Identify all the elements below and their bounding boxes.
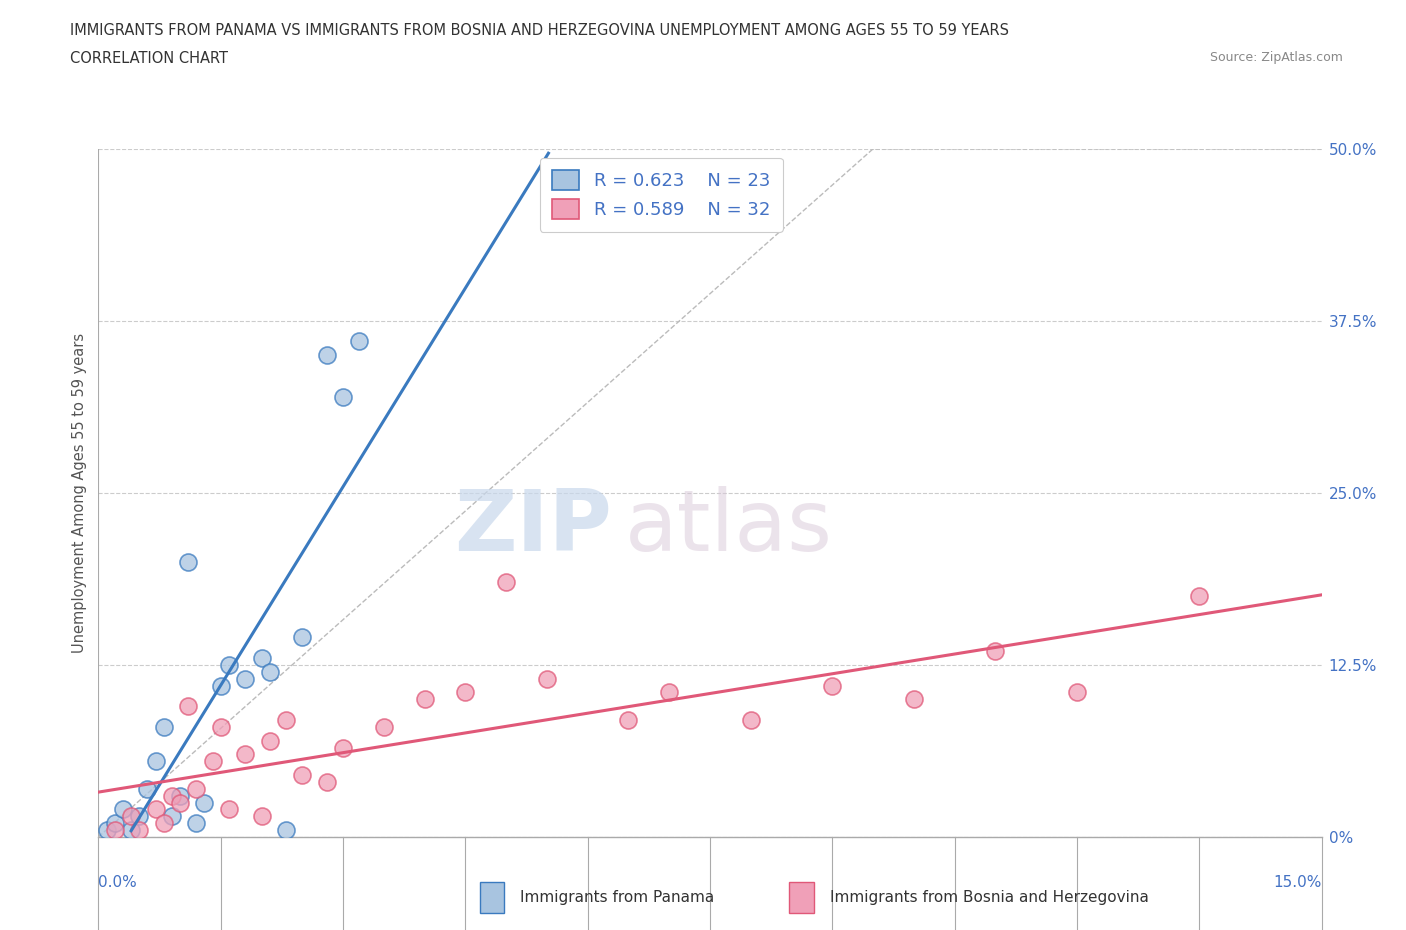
Point	[250, 809, 273, 824]
Text: 15.0%: 15.0%	[1274, 875, 1322, 890]
Point	[454, 685, 477, 700]
Point	[984, 644, 1007, 658]
Point	[373, 720, 395, 735]
Point	[96, 823, 118, 838]
Point	[332, 389, 354, 404]
Point	[332, 740, 354, 755]
Point	[740, 712, 762, 727]
Point	[821, 678, 844, 693]
Point	[128, 809, 150, 824]
Point	[233, 747, 256, 762]
Point	[136, 781, 159, 796]
Point	[169, 795, 191, 810]
Point	[315, 775, 337, 790]
Point	[209, 720, 232, 735]
Point	[349, 334, 371, 349]
Point	[218, 658, 240, 672]
Point	[250, 651, 273, 666]
Point	[160, 809, 183, 824]
Point	[259, 664, 281, 679]
Point	[104, 816, 127, 830]
Legend: R = 0.623    N = 23, R = 0.589    N = 32: R = 0.623 N = 23, R = 0.589 N = 32	[540, 158, 783, 232]
Text: Immigrants from Panama: Immigrants from Panama	[520, 890, 714, 905]
Point	[186, 781, 208, 796]
Point	[169, 789, 191, 804]
Point	[413, 692, 436, 707]
Point	[1188, 589, 1211, 604]
Point	[120, 823, 142, 838]
Text: atlas: atlas	[624, 485, 832, 569]
Point	[233, 671, 256, 686]
Point	[152, 720, 174, 735]
Point	[1066, 685, 1088, 700]
Point	[291, 630, 314, 644]
Point	[120, 809, 142, 824]
Point	[128, 823, 150, 838]
Text: CORRELATION CHART: CORRELATION CHART	[70, 51, 228, 66]
Point	[658, 685, 681, 700]
Point	[274, 712, 297, 727]
Point	[111, 802, 134, 817]
Text: 0.0%: 0.0%	[98, 875, 138, 890]
Text: ZIP: ZIP	[454, 485, 612, 569]
Point	[495, 575, 517, 590]
Text: Immigrants from Bosnia and Herzegovina: Immigrants from Bosnia and Herzegovina	[830, 890, 1149, 905]
Point	[104, 823, 127, 838]
Point	[193, 795, 215, 810]
Text: Source: ZipAtlas.com: Source: ZipAtlas.com	[1209, 51, 1343, 64]
Point	[145, 754, 167, 769]
Point	[201, 754, 224, 769]
Point	[186, 816, 208, 830]
Point	[177, 698, 200, 713]
Point	[315, 348, 337, 363]
Point	[274, 823, 297, 838]
Point	[903, 692, 925, 707]
Point	[145, 802, 167, 817]
Point	[160, 789, 183, 804]
Point	[152, 816, 174, 830]
Point	[259, 733, 281, 748]
Y-axis label: Unemployment Among Ages 55 to 59 years: Unemployment Among Ages 55 to 59 years	[72, 333, 87, 653]
Point	[218, 802, 240, 817]
Text: IMMIGRANTS FROM PANAMA VS IMMIGRANTS FROM BOSNIA AND HERZEGOVINA UNEMPLOYMENT AM: IMMIGRANTS FROM PANAMA VS IMMIGRANTS FRO…	[70, 23, 1010, 38]
Point	[291, 767, 314, 782]
Point	[209, 678, 232, 693]
Point	[177, 554, 200, 569]
Point	[536, 671, 558, 686]
Point	[617, 712, 640, 727]
